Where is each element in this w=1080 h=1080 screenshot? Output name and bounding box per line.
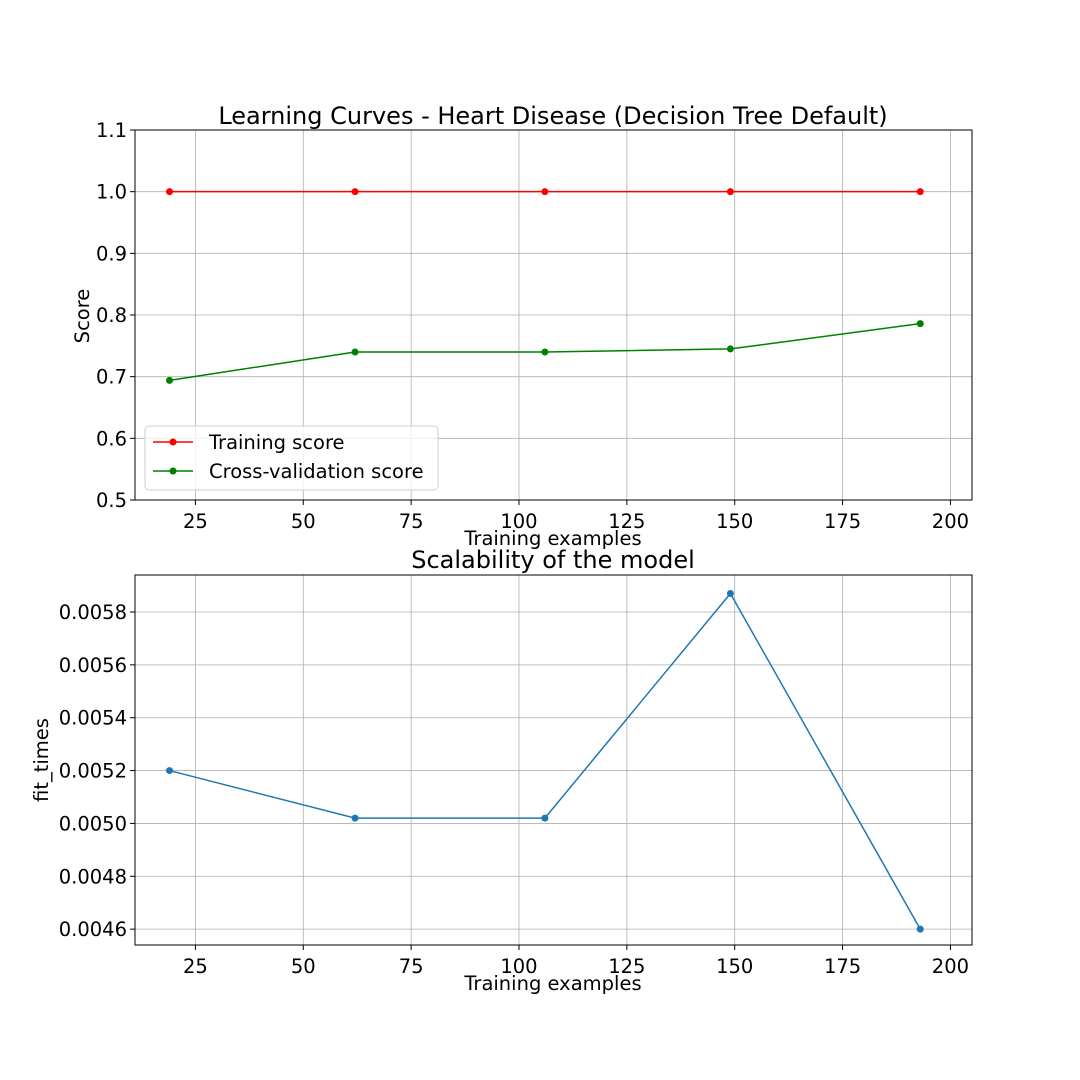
- x-tick-label: 125: [608, 955, 645, 978]
- scalability-data-point: [541, 814, 549, 822]
- legend-training-marker: [169, 438, 177, 446]
- legend-cross-validation-label: Cross-validation score: [209, 460, 424, 483]
- x-tick-label: 50: [291, 955, 316, 978]
- scalability-data-point: [351, 814, 359, 822]
- y-tick-label: 1.0: [96, 181, 127, 204]
- x-tick-label: 100: [500, 510, 537, 533]
- x-tick-label: 75: [399, 955, 424, 978]
- x-tick-label: 25: [183, 510, 208, 533]
- scalability-x-label: Training examples: [463, 972, 641, 995]
- x-tick-label: 175: [824, 510, 861, 533]
- learning-curves-data-point: [541, 188, 549, 196]
- scalability-plot-frame: [134, 574, 973, 946]
- learning-curves-data-point: [916, 188, 924, 196]
- x-tick-label: 75: [399, 510, 424, 533]
- y-tick-label: 0.8: [96, 304, 127, 327]
- learning-curves-data-point: [541, 348, 549, 356]
- learning-curves-plot-frame: [134, 129, 973, 501]
- y-tick-label: 1.1: [96, 119, 127, 142]
- learning-curves-data-point: [916, 320, 924, 328]
- y-tick-label: 0.5: [96, 489, 127, 512]
- legend-cross-validation-marker: [169, 467, 177, 475]
- legend: Training score Cross-validation score: [144, 425, 439, 491]
- x-tick-label: 175: [824, 955, 861, 978]
- y-tick-label: 0.0050: [59, 812, 127, 835]
- learning-curves-data-point: [166, 376, 174, 384]
- learning-curves-data-point: [351, 188, 359, 196]
- x-tick-label: 150: [716, 955, 753, 978]
- x-tick-label: 125: [608, 510, 645, 533]
- y-tick-label: 0.0052: [59, 760, 127, 783]
- x-tick-label: 100: [500, 955, 537, 978]
- learning-curves-x-label: Training examples: [463, 527, 641, 550]
- scalability-data-point: [726, 590, 734, 597]
- y-tick-label: 0.0054: [59, 707, 127, 730]
- y-tick-label: 0.0056: [59, 654, 127, 677]
- x-tick-label: 50: [291, 510, 316, 533]
- scalability-data-point: [916, 925, 924, 933]
- learning-curves-data-point: [166, 188, 174, 196]
- y-tick-label: 0.0058: [59, 601, 127, 624]
- x-tick-label: 25: [183, 955, 208, 978]
- scalability-plot: Scalability of the model Training exampl…: [30, 546, 973, 995]
- learning-curves-data-point: [726, 345, 734, 353]
- x-tick-label: 200: [932, 955, 969, 978]
- learning-curves-plot: Learning Curves - Heart Disease (Decisio…: [71, 102, 973, 550]
- x-tick-label: 150: [716, 510, 753, 533]
- y-tick-label: 0.7: [96, 366, 127, 389]
- scalability-title: Scalability of the model: [411, 546, 695, 574]
- y-tick-label: 0.0048: [59, 865, 127, 888]
- scalability-data-point: [166, 767, 174, 775]
- learning-curves-data-point: [351, 348, 359, 356]
- x-tick-label: 200: [932, 510, 969, 533]
- y-tick-label: 0.9: [96, 242, 127, 265]
- y-tick-label: 0.6: [96, 427, 127, 450]
- legend-training-label: Training score: [208, 431, 345, 454]
- learning-curves-data-point: [726, 188, 734, 196]
- y-tick-label: 0.0046: [59, 918, 127, 941]
- learning-curves-y-label: Score: [71, 289, 94, 344]
- learning-curves-title: Learning Curves - Heart Disease (Decisio…: [218, 102, 887, 130]
- legend-box: [144, 425, 439, 491]
- scalability-y-label: fit_times: [30, 718, 53, 802]
